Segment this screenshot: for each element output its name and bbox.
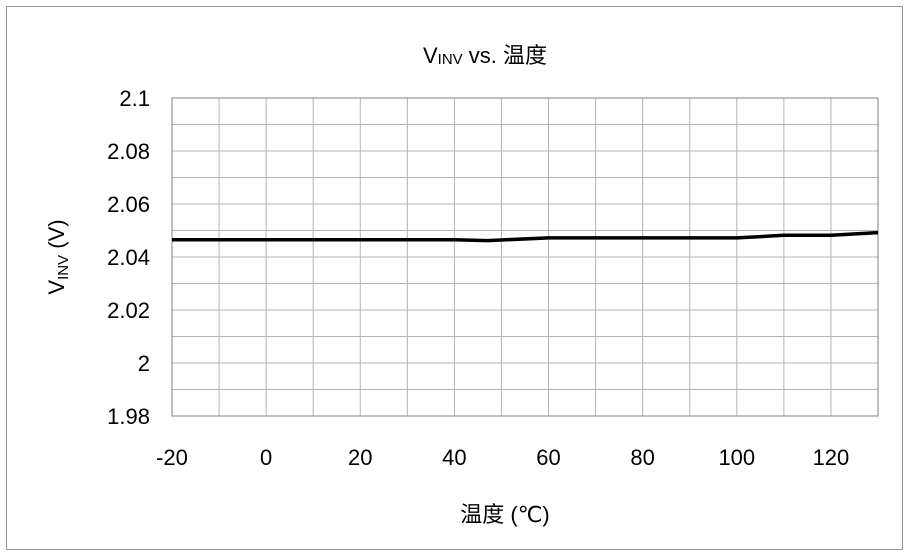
x-tick-label: 40 <box>442 445 466 470</box>
y-tick-label: 2.02 <box>107 298 150 323</box>
y-tick-label: 2.04 <box>107 245 150 270</box>
data-series <box>172 230 879 243</box>
plot-area-border <box>171 97 879 417</box>
y-tick-label: 2 <box>138 351 150 376</box>
chart-title: VINV vs. 温度 <box>423 43 547 68</box>
chart-title-rest: vs. 温度 <box>463 43 547 68</box>
x-tick-label: 100 <box>718 445 755 470</box>
x-tick-label: -20 <box>156 445 188 470</box>
y-axis-tick-labels: 1.98 2 2.02 2.04 2.06 2.08 2.1 <box>107 86 150 429</box>
x-tick-label: 60 <box>536 445 560 470</box>
x-tick-label: 80 <box>630 445 654 470</box>
x-tick-label: 0 <box>260 445 272 470</box>
y-tick-label: 2.08 <box>107 139 150 164</box>
x-axis-tick-labels: -20 0 20 40 60 80 100 120 <box>156 445 849 470</box>
chart-title-main: V <box>423 43 438 68</box>
series-line <box>172 230 879 243</box>
plot-grid <box>171 97 879 417</box>
y-axis-label-rest: (V) <box>44 219 69 254</box>
chart-title-subscript: INV <box>438 51 463 68</box>
y-tick-label: 2.06 <box>107 192 150 217</box>
x-tick-label: 20 <box>348 445 372 470</box>
y-axis-label: VINV (V) <box>44 219 72 294</box>
x-tick-label: 120 <box>813 445 850 470</box>
y-axis-label-main: V <box>44 280 69 295</box>
x-axis-label: 温度 (℃) <box>460 502 549 527</box>
y-tick-label: 1.98 <box>107 404 150 429</box>
y-tick-label: 2.1 <box>119 86 150 111</box>
y-axis-label-subscript: INV <box>55 255 72 280</box>
